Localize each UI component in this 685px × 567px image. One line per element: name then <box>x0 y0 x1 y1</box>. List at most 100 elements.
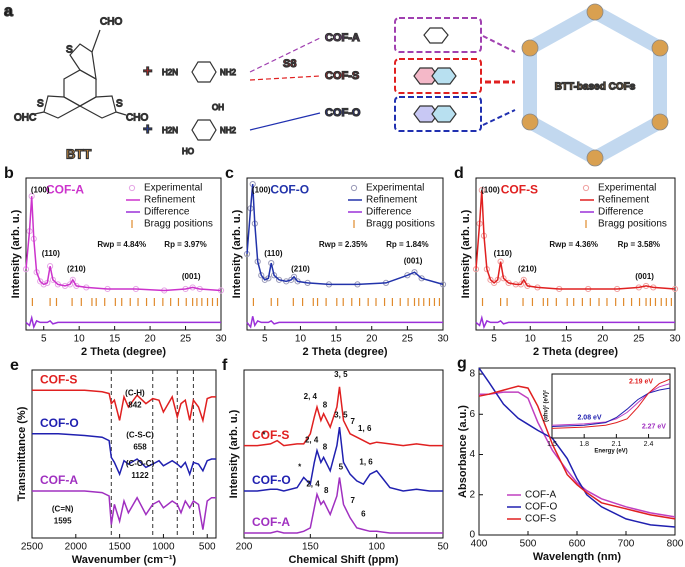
annotation: 1595 <box>54 516 72 525</box>
data-line <box>478 385 676 520</box>
node <box>521 113 539 131</box>
ring <box>413 67 439 85</box>
data-line <box>25 196 222 292</box>
node <box>586 149 604 167</box>
annotation: 2.27 eV <box>642 423 666 430</box>
data-line <box>32 490 216 530</box>
legend-symbol <box>128 184 136 192</box>
x-tick-label: 30 <box>215 334 227 345</box>
legend-label: Refinement <box>366 195 417 206</box>
y-tick-label: 0 <box>469 530 475 541</box>
annotation: (110) <box>264 249 283 258</box>
x-tick-label: 5 <box>262 334 268 345</box>
plot-frame <box>25 177 222 331</box>
x-tick-label: 25 <box>180 334 192 345</box>
framework-label: BTT-based COFs <box>555 82 636 93</box>
node <box>651 39 669 57</box>
annotation: 1, 6 <box>358 424 372 433</box>
atom-label: CHO <box>100 17 122 28</box>
data-line <box>551 378 671 429</box>
annotation: (001) <box>635 272 654 281</box>
btt-label: BTT <box>66 146 91 161</box>
arrow <box>249 37 321 73</box>
annotation: 8 <box>324 486 329 495</box>
data-point <box>490 279 498 286</box>
x-tick-label: 400 <box>471 539 488 550</box>
x-tick-label: 10 <box>295 334 307 345</box>
arrow <box>249 75 321 81</box>
data-point <box>66 281 74 288</box>
scheme: a CHO OHC CHO S S S BTT + + H2N NH2 OH H… <box>3 3 669 167</box>
legend-label: Difference <box>598 207 644 218</box>
annotation: * <box>262 431 266 440</box>
x-tick-label: 150 <box>302 542 319 553</box>
legend-label: Experimental <box>598 183 656 194</box>
legend-label: COF-O <box>525 502 557 513</box>
reagent: S8 <box>283 58 296 70</box>
atom-label: H2N <box>162 68 178 77</box>
annotation: Rwp = 4.84% <box>97 240 146 249</box>
atom-label: S <box>116 99 123 110</box>
x-axis-title: 2 Theta (degree) <box>81 346 166 358</box>
x-tick-label: 700 <box>618 539 635 550</box>
atom-label: NH2 <box>220 68 237 77</box>
ring <box>423 27 449 44</box>
annotation: (001) <box>182 272 201 281</box>
annotation: (210) <box>67 264 86 273</box>
plus: + <box>143 63 152 80</box>
plot-frame <box>243 369 444 539</box>
x-tick-label: 10 <box>74 334 86 345</box>
legend-symbol <box>582 184 590 192</box>
annotation: 3, 5 <box>334 410 348 419</box>
annotation: 2, 4 <box>306 479 320 488</box>
atom-label: OH <box>212 103 224 112</box>
legend-label: Refinement <box>598 195 649 206</box>
annotation: Rp = 1.84% <box>386 240 428 249</box>
x-tick-label: 5 <box>41 334 47 345</box>
annotation: (001) <box>404 257 423 266</box>
panel-letter: c <box>225 165 234 182</box>
x-tick-label: 1.5 <box>547 441 557 448</box>
atom-label: NH2 <box>220 126 237 135</box>
node <box>521 39 539 57</box>
x-axis-title: 2 Theta (degree) <box>303 346 388 358</box>
annotation: * <box>298 463 302 472</box>
data-line <box>32 433 216 477</box>
annotation: 658 <box>133 442 147 451</box>
series-label: COF-A <box>252 515 290 529</box>
connector <box>482 35 516 53</box>
data-point <box>404 272 411 279</box>
nodes <box>521 3 669 167</box>
legend-label: Refinement <box>144 195 195 206</box>
annotation: COF-A <box>46 182 84 196</box>
atom-label: S <box>66 45 73 56</box>
x-tick-label: 20 <box>597 334 609 345</box>
annotation: 6 <box>361 510 366 519</box>
plus: + <box>143 121 152 138</box>
bond <box>29 111 45 116</box>
annotation: 842 <box>128 400 142 409</box>
annotation: (100) <box>481 185 500 194</box>
x-axis-title: Energy (eV) <box>594 449 627 455</box>
node <box>586 3 604 21</box>
y-tick-label: 2 <box>469 489 475 500</box>
product: COF-A <box>325 32 360 44</box>
annotation: 1122 <box>131 471 149 480</box>
product: COF-S <box>325 70 359 82</box>
annotation: 2.19 eV <box>629 379 653 386</box>
y-axis-title: Absorbance (a.u.) <box>457 405 469 498</box>
annotation: 3, 5 <box>334 370 348 379</box>
annotation: (C-H) <box>125 389 145 398</box>
linker-box <box>394 96 482 132</box>
panel-letter: e <box>10 357 19 374</box>
legend-label: Bragg positions <box>366 219 435 230</box>
x-tick-label: 200 <box>236 542 253 553</box>
y-axis-title: Intensity (arb. u.) <box>460 209 472 298</box>
plot-frame <box>475 177 676 331</box>
y-tick-label: 6 <box>469 409 475 420</box>
data-point <box>290 273 298 280</box>
annotation: (100) <box>31 185 50 194</box>
ring <box>431 105 457 123</box>
series-label: COF-O <box>40 416 79 430</box>
data-line <box>246 316 443 329</box>
